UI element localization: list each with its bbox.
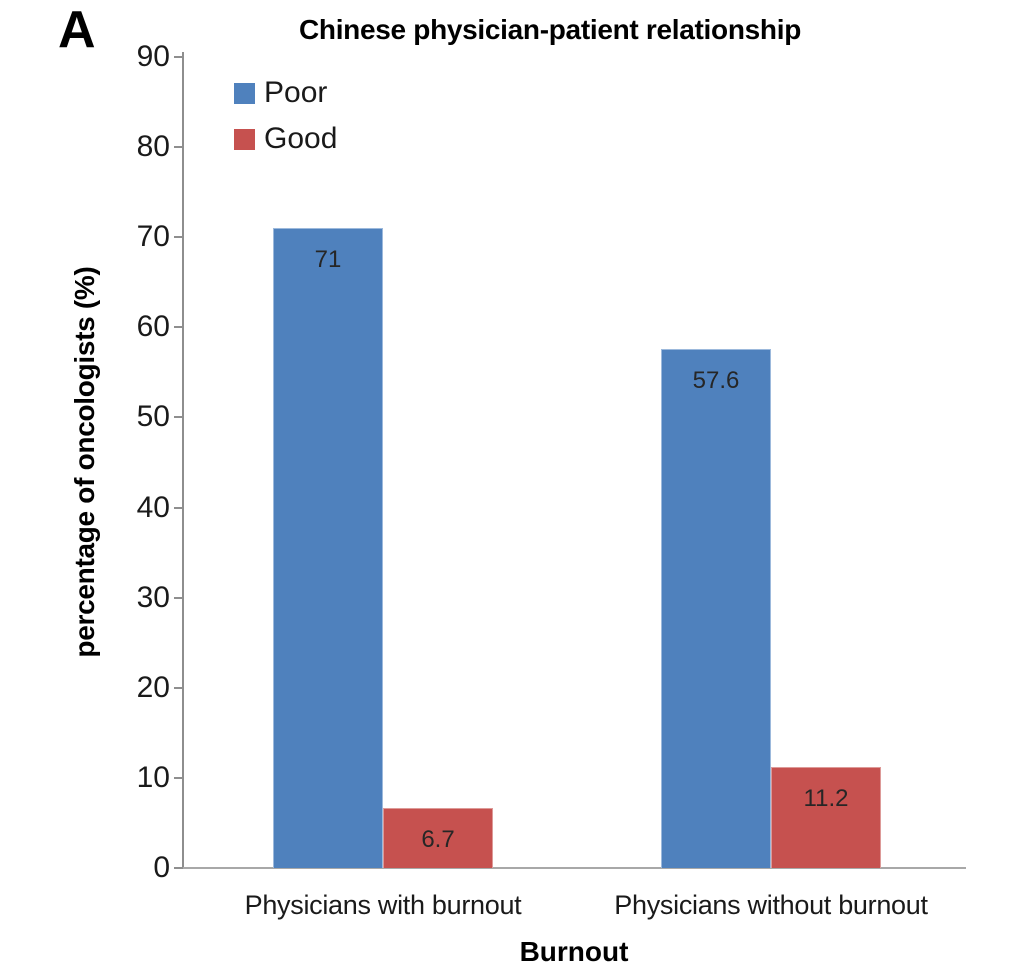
y-tick-mark [174,236,183,239]
y-tick-label: 60 [136,310,170,344]
bar-poor-2 [661,348,771,868]
y-tick-label: 50 [136,400,170,434]
y-tick-label: 70 [136,220,170,254]
y-tick-mark [174,146,183,149]
bar-value-label: 71 [314,246,342,274]
y-tick-mark [174,867,183,869]
x-axis-title: Burnout [519,936,629,967]
y-tick-mark [174,596,183,599]
bar-poor-1 [273,228,383,868]
y-axis-line [182,52,184,869]
y-tick-mark [174,326,183,329]
y-tick-label: 0 [153,851,170,884]
y-tick-mark [174,506,183,509]
panel-label: A [58,1,96,59]
chart-title: Chinese physician-patient relationship [298,14,802,45]
y-tick-label: 10 [136,760,170,794]
y-tick-label: 30 [136,580,170,614]
legend: Poor Good [234,70,337,162]
y-tick-label: 80 [136,130,170,164]
y-tick-mark [174,686,183,689]
bar-good-1 [383,807,493,868]
x-category-label: Physicians with burnout [244,890,522,920]
bar-good-2 [771,767,881,868]
bar-value-label: 6.7 [421,825,455,853]
legend-swatch-good-icon [234,128,255,150]
x-axis-line [182,867,966,869]
legend-label-poor: Poor [264,76,328,109]
legend-item-poor: Poor [234,70,337,116]
y-tick-mark [174,776,183,779]
y-tick-label: 40 [136,490,170,524]
legend-swatch-poor-icon [234,82,255,104]
y-tick-label: 90 [136,40,170,73]
y-tick-mark [174,416,183,419]
x-category-label: Physicians without burnout [614,890,928,920]
y-tick-label: 20 [136,670,170,704]
legend-item-good: Good [234,116,337,162]
bar-value-label: 57.6 [692,366,740,394]
y-tick-mark [174,56,183,58]
bar-value-label: 11.2 [803,785,849,813]
legend-label-good: Good [264,122,338,155]
